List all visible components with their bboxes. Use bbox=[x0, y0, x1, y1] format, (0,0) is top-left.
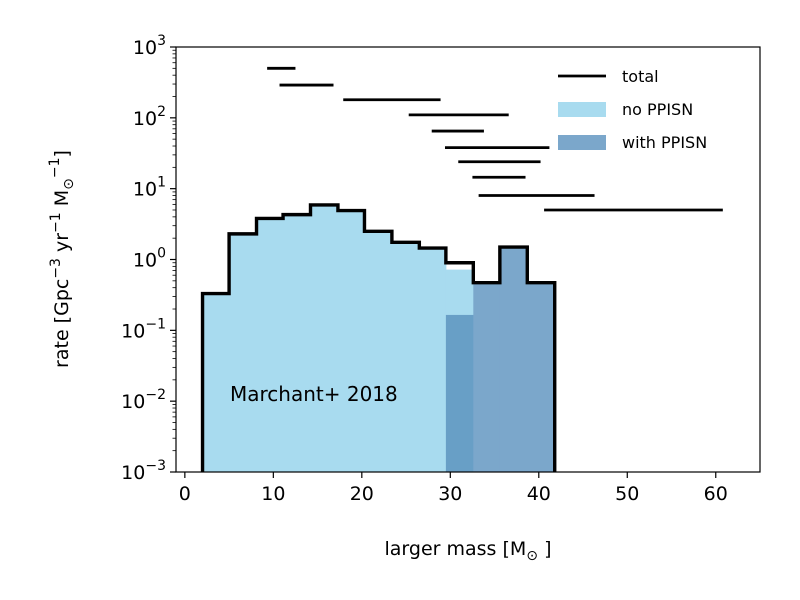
y-tick-label--2: 10−2 bbox=[121, 387, 166, 413]
x-tick-label-20: 20 bbox=[350, 483, 374, 505]
legend-label-total: total bbox=[622, 67, 659, 86]
y-tick-label-2: 102 bbox=[133, 104, 166, 130]
legend-swatch-no_ppisn bbox=[558, 102, 606, 117]
histogram-bars bbox=[202, 204, 556, 472]
x-tick-label-50: 50 bbox=[615, 483, 639, 505]
bar-no-ppisn-5 bbox=[337, 210, 365, 472]
y-tick-label-3: 103 bbox=[133, 33, 166, 59]
x-tick-label-60: 60 bbox=[704, 483, 728, 505]
bar-with-ppisn-0 bbox=[445, 314, 474, 472]
y-axis-label: rate [Gpc−3 yr−1 M⊙−1] bbox=[47, 150, 77, 368]
bar-no-ppisn-7 bbox=[391, 242, 420, 472]
range-lines bbox=[267, 66, 723, 212]
bar-no-ppisn-1 bbox=[229, 233, 258, 472]
bar-with-ppisn-2 bbox=[499, 247, 528, 472]
legend-swatch-with_ppisn bbox=[558, 135, 606, 150]
bar-with-ppisn-1 bbox=[473, 282, 501, 472]
y-axis-ticks: 10−3 10−2 10−1 100 101 102 103 bbox=[121, 33, 176, 484]
bar-no-ppisn-4 bbox=[310, 204, 339, 472]
x-tick-label-40: 40 bbox=[527, 483, 551, 505]
legend-label-no_ppisn: no PPISN bbox=[622, 100, 693, 119]
y-tick-label-1: 101 bbox=[133, 175, 166, 201]
x-axis-ticks: 0 10 20 30 40 50 60 bbox=[179, 472, 728, 505]
y-tick-label--1: 10−1 bbox=[121, 316, 166, 342]
x-tick-label-10: 10 bbox=[261, 483, 285, 505]
bar-no-ppisn-2 bbox=[256, 218, 284, 472]
bar-no-ppisn-3 bbox=[283, 214, 311, 472]
legend-label-with_ppisn: with PPISN bbox=[622, 133, 707, 152]
x-tick-label-0: 0 bbox=[179, 483, 191, 505]
bar-no-ppisn-0 bbox=[202, 293, 230, 472]
y-tick-label-0: 100 bbox=[133, 246, 166, 272]
legend: total no PPISN with PPISN bbox=[558, 67, 707, 152]
bar-no-ppisn-8 bbox=[419, 248, 447, 472]
bar-no-ppisn-6 bbox=[364, 231, 393, 472]
x-axis-label: larger mass [M⊙ ] bbox=[385, 538, 552, 564]
y-tick-label--3: 10−3 bbox=[121, 458, 166, 484]
total-step-line bbox=[200, 203, 557, 472]
bar-with-ppisn-3 bbox=[527, 282, 556, 472]
annotation-label: Marchant+ 2018 bbox=[230, 382, 398, 406]
x-tick-label-30: 30 bbox=[438, 483, 462, 505]
total-step-outline bbox=[200, 203, 557, 472]
